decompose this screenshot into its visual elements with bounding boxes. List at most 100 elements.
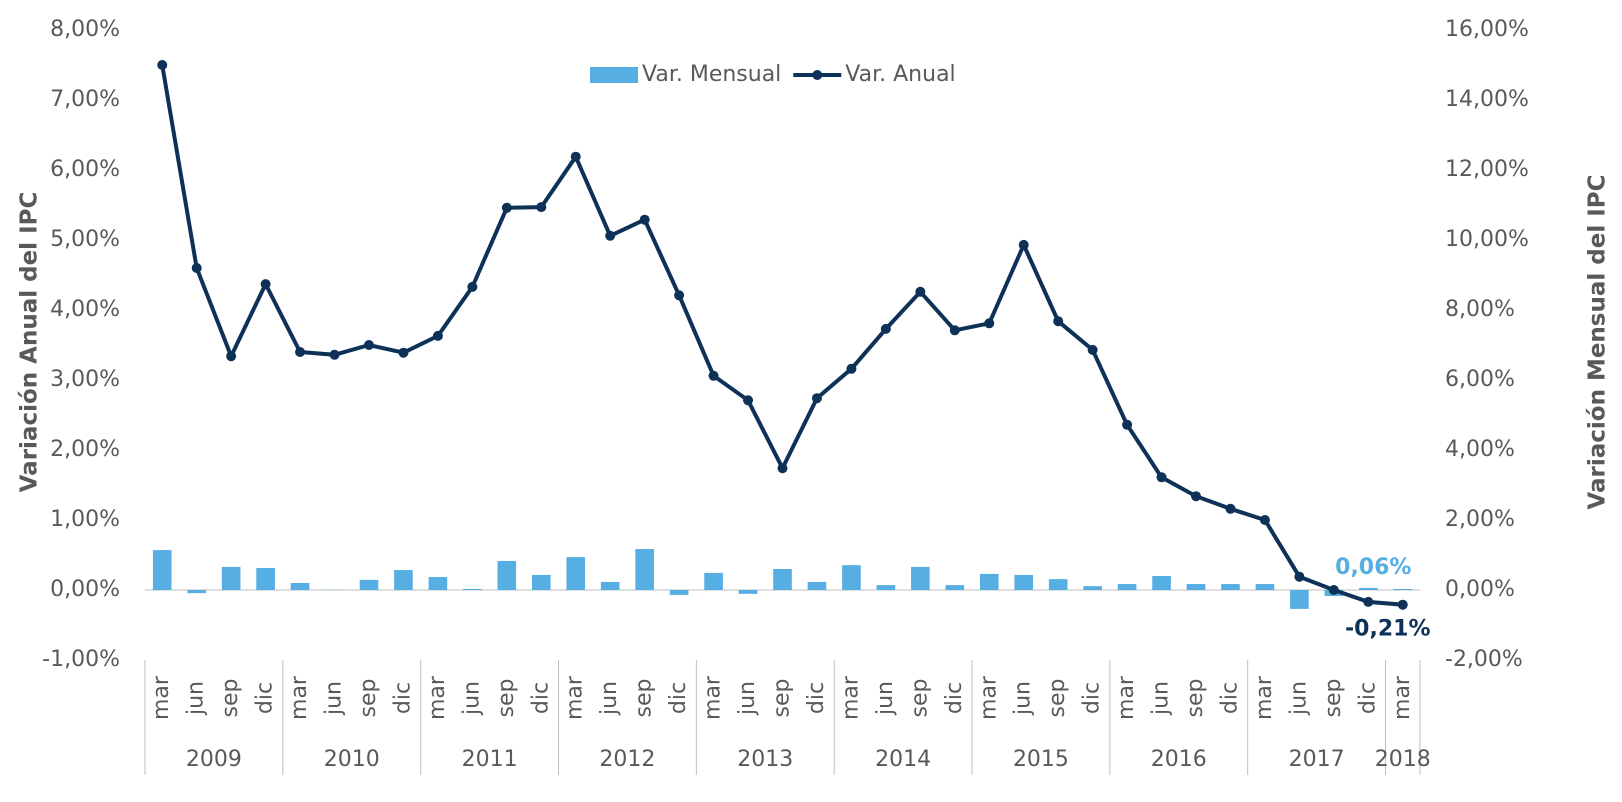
marker — [536, 202, 547, 213]
marker — [1191, 491, 1202, 502]
marker — [674, 290, 685, 301]
marker — [398, 347, 409, 358]
marker — [811, 393, 822, 404]
bar — [428, 577, 448, 590]
bar — [1186, 584, 1206, 590]
x-tick-label: mar — [838, 675, 863, 720]
x-tick-label: dic — [1355, 682, 1380, 714]
x-group-label: 2013 — [737, 747, 793, 772]
x-tick-label: jun — [1286, 681, 1311, 716]
marker — [1053, 316, 1064, 327]
bar — [773, 569, 792, 590]
marker — [501, 202, 512, 213]
data-label: 0,06% — [1335, 555, 1411, 580]
x-tick-label: jun — [459, 681, 484, 716]
marker — [984, 318, 995, 329]
x-tick-label: dic — [666, 682, 691, 714]
y-tick-label: 3,00% — [50, 367, 120, 392]
bar — [359, 579, 379, 590]
x-tick-label: mar — [425, 675, 450, 720]
y-axis-title: Variación Anual del IPC — [17, 192, 43, 493]
marker — [1294, 571, 1305, 582]
x-group-label: 2017 — [1289, 747, 1345, 772]
bar — [876, 585, 896, 590]
x-tick-label: mar — [976, 675, 1001, 720]
marker — [880, 323, 891, 334]
x-group-label: 2010 — [324, 747, 380, 772]
y2-tick-label: 2,00% — [1445, 507, 1515, 532]
x-tick-label: sep — [907, 679, 932, 718]
x-tick-label: dic — [1217, 682, 1242, 714]
x-tick-label: sep — [770, 679, 795, 718]
x-tick-label: dic — [390, 682, 415, 714]
x-tick-label: dic — [804, 682, 829, 714]
x-tick-label: mar — [1252, 675, 1277, 720]
x-tick-label: dic — [1080, 682, 1105, 714]
bar — [1117, 584, 1137, 590]
y2-tick-label: 14,00% — [1445, 87, 1529, 112]
y2-tick-label: 10,00% — [1445, 227, 1529, 252]
marker — [363, 340, 374, 350]
bar — [669, 590, 689, 595]
y2-axis-title: Variación Mensual del IPC — [1585, 174, 1611, 509]
bar — [1083, 586, 1102, 590]
bar — [1152, 576, 1171, 590]
marker — [1087, 344, 1098, 355]
x-tick-label: mar — [1390, 675, 1415, 720]
bar — [152, 550, 172, 590]
x-tick-label: mar — [563, 675, 588, 720]
y2-tick-label: -2,00% — [1445, 647, 1523, 672]
bar — [842, 565, 861, 590]
bar — [187, 590, 206, 594]
x-tick-label: jun — [873, 681, 898, 716]
marker — [1397, 599, 1408, 610]
marker — [329, 349, 340, 360]
marker — [1363, 596, 1374, 607]
x-group-label: 2011 — [462, 747, 518, 772]
bar — [1393, 588, 1413, 590]
bar — [911, 566, 930, 590]
x-group-label: 2014 — [875, 747, 931, 772]
y-tick-label: 5,00% — [50, 227, 120, 252]
marker — [1018, 239, 1029, 250]
x-group-label: 2015 — [1013, 747, 1069, 772]
y2-tick-label: 0,00% — [1445, 577, 1515, 602]
y2-tick-label: 16,00% — [1445, 17, 1529, 42]
bar — [635, 549, 654, 590]
marker — [846, 363, 857, 374]
bar — [1048, 579, 1068, 590]
marker — [260, 279, 271, 290]
y-tick-label: -1,00% — [42, 647, 120, 672]
x-tick-label: jun — [322, 681, 347, 716]
marker — [915, 286, 926, 297]
bar — [221, 566, 241, 590]
bar — [256, 567, 275, 590]
x-group-label: 2018 — [1375, 747, 1431, 772]
x-tick-label: sep — [1183, 679, 1208, 718]
bar — [463, 588, 482, 590]
x-tick-label: sep — [1321, 679, 1346, 718]
marker — [949, 325, 960, 336]
marker — [605, 230, 616, 241]
x-tick-label: jun — [597, 681, 622, 716]
bar — [531, 574, 551, 590]
marker — [295, 347, 306, 357]
bar — [945, 585, 965, 590]
legend-swatch — [812, 70, 823, 80]
marker — [191, 263, 202, 273]
y2-tick-label: 12,00% — [1445, 157, 1529, 182]
bar — [704, 572, 723, 590]
bar — [600, 581, 620, 590]
x-tick-label: sep — [494, 679, 519, 718]
data-label: -0,21% — [1345, 617, 1430, 642]
x-tick-label: jun — [1011, 681, 1036, 716]
bar — [290, 583, 310, 590]
marker — [157, 60, 168, 70]
y-tick-label: 6,00% — [50, 157, 120, 182]
y-tick-label: 4,00% — [50, 297, 120, 322]
bar — [1359, 587, 1378, 590]
bar — [1255, 584, 1275, 590]
bar — [497, 560, 517, 590]
y-tick-label: 2,00% — [50, 437, 120, 462]
